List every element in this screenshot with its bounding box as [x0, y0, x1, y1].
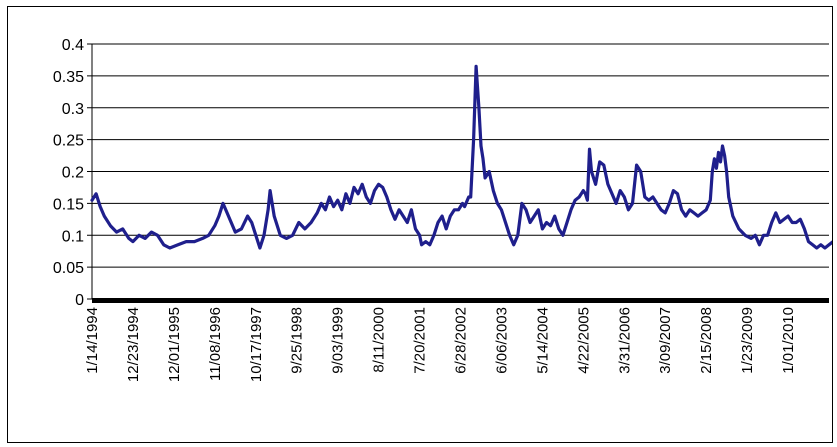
y-tick-label: 0.2 [62, 165, 84, 182]
x-tick-label: 1/01/2010 [780, 307, 797, 374]
x-tick-label: 11/08/1996 [207, 307, 224, 381]
series-layer [90, 64, 837, 250]
x-tick-label: 5/14/2004 [534, 307, 551, 374]
x-tick-label: 9/25/1998 [289, 307, 306, 374]
x-axis-tick-band [92, 298, 829, 303]
x-tick-label: 9/03/1999 [330, 307, 347, 374]
chart-frame: 0 0.05 0.1 0.15 0.2 0.25 0.3 0.35 0.4 1/14/1994 1… [7, 6, 837, 443]
y-tick-label: 0.3 [62, 101, 84, 118]
x-tick-label: 7/20/2001 [412, 307, 429, 374]
y-tick-label: 0.05 [53, 260, 84, 277]
x-tick-label: 3/09/2007 [657, 307, 674, 374]
line-chart: 00.050.10.150.20.250.30.350.4 1/14/1994 1… [53, 37, 837, 382]
series-line [90, 64, 837, 250]
y-tick-label: 0.4 [62, 37, 84, 54]
x-axis [92, 298, 829, 303]
y-axis: 0 0.05 0.1 0.15 0.2 0.25 0.3 0.35 0.4 [53, 37, 93, 309]
y-tick-label: 0.1 [62, 228, 84, 245]
x-tick-label: 12/23/1994 [125, 307, 142, 382]
x-tick-label: 12/01/1995 [166, 307, 183, 382]
x-tick-label: 10/17/1997 [248, 307, 265, 382]
x-tick-labels: 1/14/1994 12/23/1994 12/01/1995 11/08/1996 1… [84, 307, 797, 382]
x-tick-label: 4/22/2005 [575, 307, 592, 374]
x-tick-label: 1/14/1994 [84, 307, 101, 374]
x-tick-label: 3/31/2006 [616, 307, 633, 374]
x-tick-label: 8/11/2000 [371, 307, 388, 373]
x-tick-label: 6/28/2002 [453, 307, 470, 374]
x-tick-label: 6/06/2003 [493, 307, 510, 374]
x-tick-label: 2/15/2008 [698, 307, 715, 374]
y-tick-label: 0.25 [53, 133, 84, 150]
x-tick-label: 1/23/2009 [739, 307, 756, 374]
y-tick-label: 0.15 [53, 196, 84, 213]
y-tick-label: 0.35 [53, 69, 84, 86]
y-tick-label: 0 [75, 292, 84, 309]
